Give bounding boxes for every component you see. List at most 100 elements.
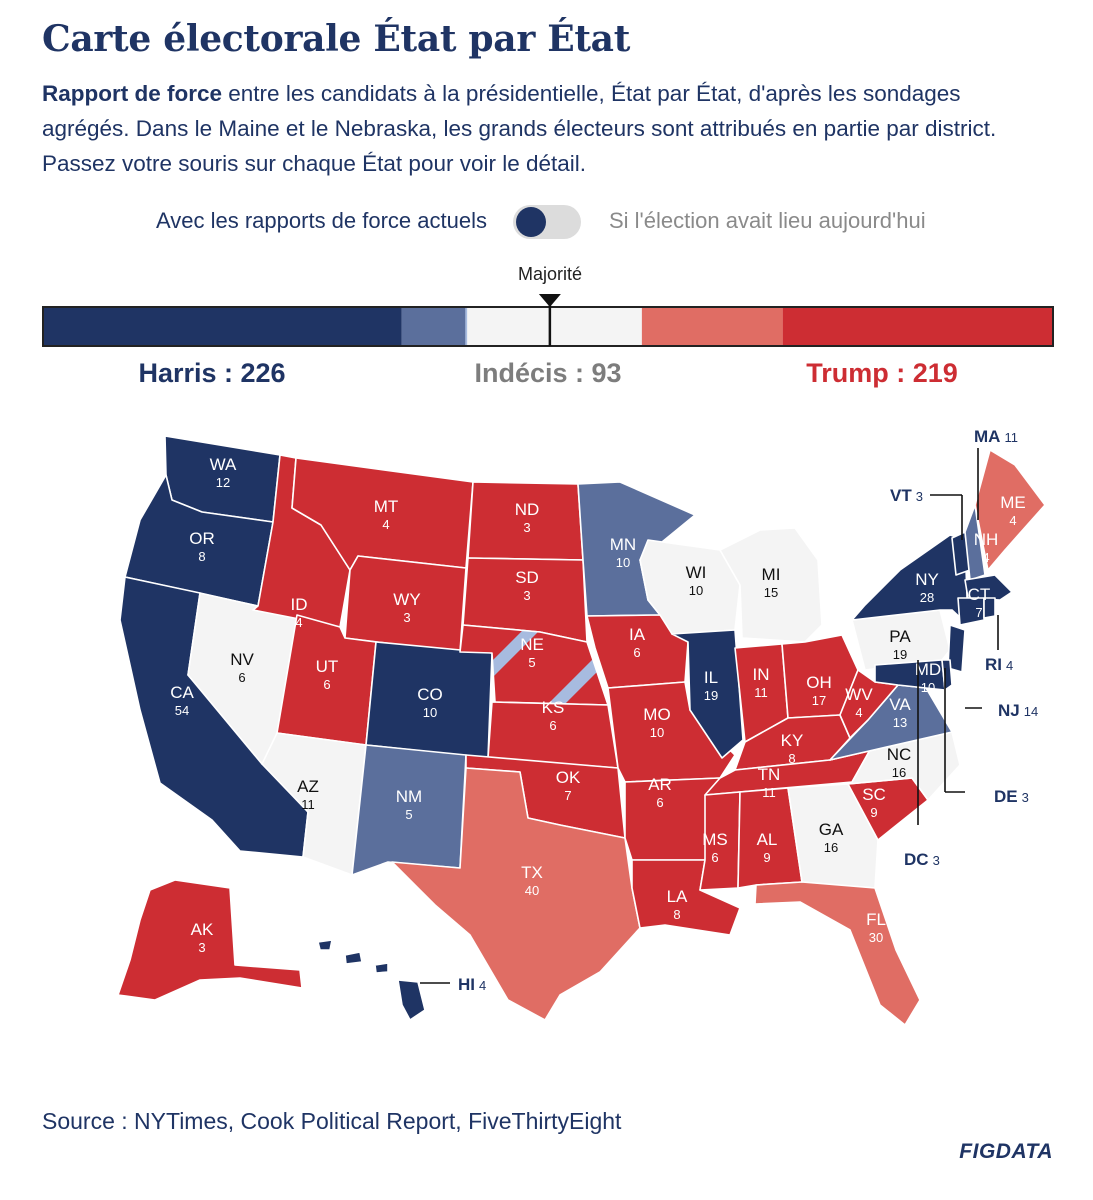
state-label-KS: KS	[542, 698, 565, 717]
state-label-NY: NY	[915, 570, 939, 589]
state-CT[interactable]	[957, 597, 985, 626]
state-label-WA: WA	[210, 455, 237, 474]
state-label-TN: TN	[758, 765, 781, 784]
scenario-toggle-switch[interactable]	[513, 205, 581, 239]
callout-ev-MA: 11	[1004, 430, 1018, 445]
state-ev-NH: 4	[982, 550, 989, 565]
state-ev-TX: 40	[525, 883, 539, 898]
state-ev-OK: 7	[564, 788, 571, 803]
state-label-OH: OH	[806, 673, 832, 692]
scenario-toggle-row: Avec les rapports de force actuels Si l'…	[0, 204, 1093, 240]
toggle-label-current[interactable]: Avec les rapports de force actuels	[156, 208, 487, 233]
state-label-GA: GA	[819, 820, 844, 839]
callout-abbr-DC: DC	[904, 850, 929, 869]
state-ev-CO: 10	[423, 705, 437, 720]
majority-marker	[538, 294, 561, 307]
state-label-NH: NH	[974, 530, 999, 549]
state-ev-ME: 4	[1009, 513, 1016, 528]
state-ev-CA: 54	[175, 703, 189, 718]
state-label-VA: VA	[889, 695, 911, 714]
state-ev-WA: 12	[216, 475, 230, 490]
state-ev-LA: 8	[673, 907, 680, 922]
bar-segment-5	[782, 307, 1053, 346]
state-IL[interactable]	[671, 629, 744, 759]
state-AK[interactable]	[117, 879, 303, 1001]
state-label-MI: MI	[762, 565, 781, 584]
state-label-AL: AL	[757, 830, 778, 849]
us-electoral-map: WA12OR8CA54NV6ID4MT4WY3UT6AZ11CO10NM5ND3…	[117, 427, 1046, 1026]
callout-ev-VT: 3	[916, 489, 923, 504]
state-label-UT: UT	[316, 657, 339, 676]
state-ev-WY: 3	[403, 610, 410, 625]
state-ev-NE: 5	[528, 655, 535, 670]
state-ev-IA: 6	[633, 645, 640, 660]
state-NH[interactable]	[964, 504, 986, 581]
state-label-FL: FL	[866, 910, 886, 929]
state-ev-MT: 4	[382, 517, 389, 532]
figdata-logo: FIGDATA	[959, 1140, 1053, 1163]
state-ev-AK: 3	[198, 940, 205, 955]
state-ev-NV: 6	[238, 670, 245, 685]
state-label-NV: NV	[230, 650, 254, 669]
state-ev-IN: 11	[754, 685, 768, 700]
state-MA[interactable]	[964, 574, 1013, 601]
state-ev-UT: 6	[323, 677, 330, 692]
callout-ev-HI: 4	[479, 978, 486, 993]
callout-ev-RI: 4	[1006, 658, 1013, 673]
state-NC[interactable]	[829, 731, 961, 801]
state-label-PA: PA	[889, 627, 911, 646]
state-ev-AZ: 11	[301, 797, 315, 812]
state-label-AR: AR	[648, 775, 672, 794]
state-label-KY: KY	[781, 731, 804, 750]
callout-NJ: NJ 14	[998, 701, 1038, 720]
state-ev-AR: 6	[656, 795, 663, 810]
bar-segment-3	[467, 307, 642, 346]
state-label-MN: MN	[610, 535, 636, 554]
toggle-knob	[516, 207, 546, 237]
state-ME[interactable]	[974, 449, 1046, 571]
intro-bold: Rapport de force	[42, 81, 223, 106]
state-ev-TN: 11	[762, 785, 776, 800]
callout-DC: DC 3	[904, 850, 940, 869]
state-label-AK: AK	[191, 920, 214, 939]
state-MI[interactable]	[719, 527, 823, 643]
state-label-LA: LA	[667, 887, 688, 906]
state-HI[interactable]	[317, 939, 426, 1021]
state-ev-MO: 10	[650, 725, 664, 740]
state-ev-CT: 7	[975, 605, 982, 620]
state-label-SD: SD	[515, 568, 539, 587]
state-label-WI: WI	[686, 563, 707, 582]
state-label-MD: MD	[915, 660, 941, 679]
state-MO[interactable]	[607, 681, 736, 783]
state-ev-MI: 15	[764, 585, 778, 600]
state-label-NM: NM	[396, 787, 422, 806]
callout-abbr-HI: HI	[458, 975, 475, 994]
state-ev-WI: 10	[689, 583, 703, 598]
state-label-MO: MO	[643, 705, 670, 724]
harris-total: Harris : 226	[138, 358, 286, 388]
state-label-MS: MS	[702, 830, 728, 849]
state-ev-NC: 16	[892, 765, 906, 780]
callout-ev-DC: 3	[933, 853, 940, 868]
state-NJ[interactable]	[947, 624, 966, 673]
state-MS[interactable]	[699, 791, 741, 891]
state-NY[interactable]	[851, 534, 969, 626]
callout-ev-DE: 3	[1022, 790, 1029, 805]
trump-total: Trump : 219	[806, 358, 958, 388]
state-ev-IL: 19	[704, 688, 718, 703]
state-label-ID: ID	[291, 595, 308, 614]
state-label-WY: WY	[393, 590, 420, 609]
callout-MA: MA 11	[974, 427, 1018, 446]
page-title: Carte électorale État par État	[42, 18, 631, 60]
state-FL[interactable]	[754, 881, 921, 1026]
state-ev-KY: 8	[788, 751, 795, 766]
state-TX[interactable]	[391, 767, 641, 1021]
state-ev-NM: 5	[405, 807, 412, 822]
state-RI[interactable]	[983, 597, 996, 619]
state-ev-SD: 3	[523, 588, 530, 603]
state-ev-AL: 9	[763, 850, 770, 865]
state-GA[interactable]	[787, 783, 879, 889]
state-ev-PA: 19	[893, 647, 907, 662]
bar-segment-4	[641, 307, 783, 346]
toggle-label-today[interactable]: Si l'élection avait lieu aujourd'hui	[609, 208, 926, 233]
